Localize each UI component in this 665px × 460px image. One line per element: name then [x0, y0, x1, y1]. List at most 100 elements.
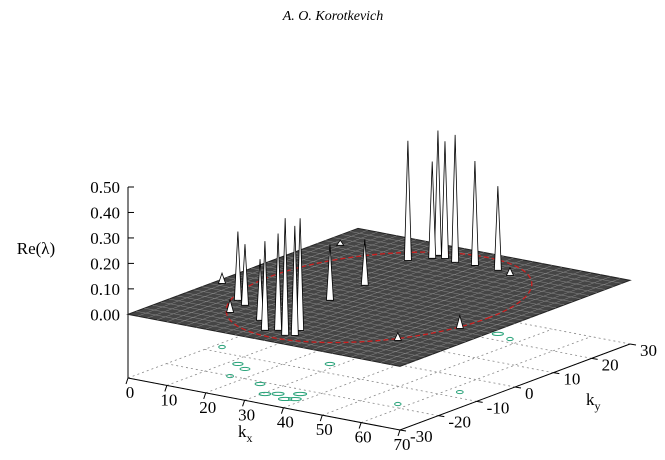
spike: [261, 241, 269, 331]
floor-contour: [239, 366, 251, 372]
spike: [393, 331, 402, 341]
x-tick-label: 60: [355, 428, 372, 447]
y-tick-label: 30: [640, 341, 657, 360]
surface-mesh: [300, 249, 573, 303]
floor-contour: [277, 396, 293, 402]
y-tick-label: 0: [525, 384, 534, 403]
x-tick: [319, 414, 323, 422]
floor-grid-line: [361, 336, 592, 423]
surface-mesh: [333, 237, 606, 290]
spike: [274, 233, 282, 331]
surface-mesh: [390, 278, 621, 365]
surface-mesh: [302, 261, 533, 348]
x-tick-label: 10: [160, 390, 177, 409]
surface-mesh: [370, 274, 601, 361]
x-tick-label: 20: [199, 398, 216, 417]
floor-contour: [218, 344, 226, 350]
surface-mesh: [361, 272, 592, 360]
y-tick: [399, 429, 407, 432]
x-tick-label: 0: [126, 383, 135, 402]
surface-mesh: [273, 255, 504, 343]
spike: [434, 130, 442, 256]
y-tick: [591, 357, 598, 360]
floor-grid-line: [322, 328, 553, 416]
floor-contour: [455, 389, 464, 395]
floor-contour: [271, 391, 285, 397]
spike: [451, 134, 460, 263]
floor-contour: [254, 381, 266, 387]
spike: [455, 314, 464, 329]
z-tick-label: 0.30: [90, 229, 120, 248]
surface-mesh: [316, 243, 589, 296]
floor-grid-line: [205, 306, 436, 394]
floor-contour: [232, 361, 244, 367]
spike: [441, 141, 449, 259]
y-axis-label: ky: [586, 390, 601, 413]
y-tick: [629, 343, 637, 346]
surface-mesh: [351, 270, 582, 358]
x-tick: [397, 429, 401, 437]
y-tick-label: 20: [602, 355, 619, 374]
spike: [296, 218, 305, 331]
floor-grid-line: [283, 321, 514, 409]
floor-edge: [127, 343, 631, 431]
spike: [241, 244, 249, 306]
floor-contour: [258, 391, 272, 397]
x-tick: [280, 407, 284, 414]
spike: [281, 218, 290, 336]
surface-mesh: [283, 257, 514, 345]
spike: [493, 186, 502, 271]
z-tick-label: 0.40: [90, 203, 120, 222]
spike: [471, 160, 479, 266]
x-tick: [203, 392, 207, 400]
y-tick: [553, 372, 560, 375]
floor-grid-line: [166, 363, 439, 417]
x-tick: [164, 385, 168, 392]
x-tick-label: 50: [316, 420, 333, 439]
spike: [256, 259, 264, 321]
y-tick: [476, 400, 483, 403]
y-label-sub: y: [595, 399, 601, 413]
spike: [403, 140, 412, 261]
surface-mesh: [259, 264, 532, 318]
x-tick-label: 70: [394, 435, 411, 454]
spike: [226, 298, 235, 313]
surface-mesh: [322, 265, 553, 352]
floor-contour: [506, 336, 514, 342]
z-axis-label: Re(λ): [17, 239, 55, 258]
z-tick-label: 0.20: [90, 254, 120, 273]
surface-mesh: [380, 276, 611, 363]
surface-mesh: [325, 240, 598, 293]
floor-grid-line: [204, 348, 477, 402]
surface-mesh: [275, 258, 548, 312]
floor-contour: [293, 391, 308, 397]
spike: [335, 239, 345, 246]
surface-mesh: [292, 252, 565, 306]
x-tick: [125, 377, 129, 385]
floor-contour: [287, 396, 302, 402]
y-tick-label: -20: [448, 413, 471, 432]
x-tick: [358, 422, 362, 429]
floor-contour: [394, 401, 402, 407]
x-label-base: k: [238, 422, 247, 441]
spike: [233, 231, 242, 301]
y-tick: [514, 386, 522, 389]
spike: [290, 225, 299, 336]
y-tick-label: 10: [563, 370, 580, 389]
x-tick: [242, 400, 246, 407]
spike: [360, 239, 369, 286]
surface-mesh: [308, 246, 581, 300]
spike: [505, 266, 515, 276]
floor-grid-line: [244, 313, 475, 401]
surface-mesh: [267, 261, 540, 315]
x-label-sub: x: [247, 431, 253, 445]
spike: [217, 271, 227, 284]
floor-contour: [491, 331, 505, 337]
z-tick-label: 0.00: [90, 305, 120, 324]
y-tick: [438, 415, 445, 418]
surface-mesh: [293, 259, 524, 347]
surface-mesh: [312, 263, 543, 350]
floor-contour: [226, 373, 234, 379]
